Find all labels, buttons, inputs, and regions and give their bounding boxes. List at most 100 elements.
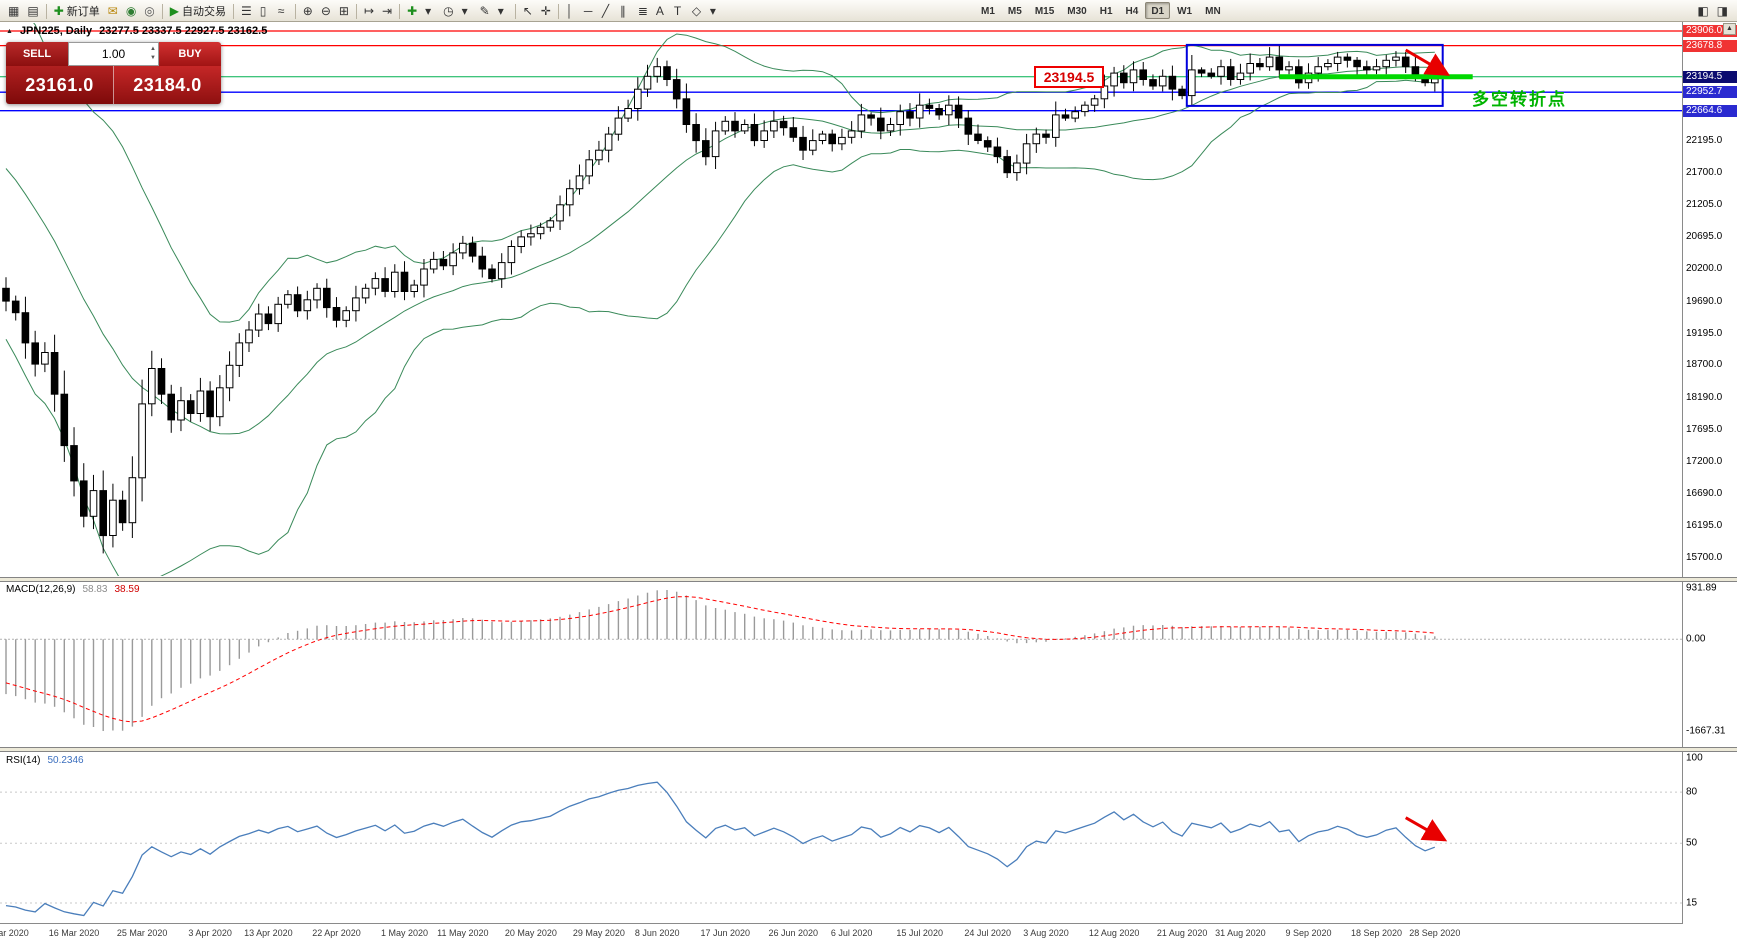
date-axis-label: 29 May 2020 bbox=[572, 928, 625, 938]
periods-dropdown-icon[interactable]: ▾ bbox=[458, 2, 476, 20]
date-axis-label: 1 May 2020 bbox=[380, 928, 429, 938]
price-level-label: 22664.6 bbox=[1683, 104, 1737, 117]
date-axis[interactable]: 5 Mar 2020 16 Mar 2020 25 Mar 2020 3 Apr 20… bbox=[0, 923, 1683, 943]
rsi-value: 50.2346 bbox=[47, 755, 84, 766]
new-order-button[interactable]: ✚ 新订单 bbox=[50, 2, 104, 20]
timeframe-h1-button[interactable]: H1 bbox=[1099, 6, 1113, 17]
macd-main-value: 58.83 bbox=[82, 584, 108, 595]
window-menu-icon[interactable]: ◨ bbox=[1713, 2, 1732, 20]
date-axis-label: 17 Jun 2020 bbox=[700, 928, 751, 938]
rsi-line bbox=[5, 781, 1436, 917]
cursor-icon[interactable]: ↖ bbox=[519, 2, 537, 20]
market-watch-icon[interactable]: ◎ bbox=[140, 2, 158, 20]
window-layout-icon[interactable]: ◧ bbox=[1693, 2, 1712, 20]
axis-divider bbox=[1682, 22, 1683, 943]
timeframe-w1-button[interactable]: W1 bbox=[1177, 6, 1193, 17]
volume-up-icon[interactable]: ▲ bbox=[150, 46, 156, 52]
text-icon[interactable]: A bbox=[652, 2, 670, 20]
news-icon[interactable]: ◉ bbox=[122, 2, 140, 20]
zoom-in-icon[interactable]: ⊕ bbox=[299, 2, 317, 20]
buy-button[interactable]: BUY bbox=[159, 42, 221, 66]
auto-scroll-icon[interactable]: ↦ bbox=[360, 2, 378, 20]
tile-windows-icon[interactable]: ⊞ bbox=[335, 2, 353, 20]
fibonacci-icon[interactable]: ≣ bbox=[634, 2, 652, 20]
price-flag-annotation[interactable]: 23194.5 bbox=[1034, 66, 1104, 88]
shapes-dropdown-icon[interactable]: ▾ bbox=[706, 2, 724, 20]
new-chart-icon[interactable]: ▦ bbox=[4, 2, 23, 20]
new-order-button-label: 新订单 bbox=[66, 6, 100, 18]
date-axis-label: 3 Aug 2020 bbox=[1023, 928, 1069, 938]
volume-down-icon[interactable]: ▼ bbox=[150, 55, 156, 61]
bollinger-middle-band bbox=[5, 66, 1435, 435]
fibonacci-icon: ≣ bbox=[637, 4, 648, 18]
line-chart-icon[interactable]: ≈ bbox=[274, 2, 292, 20]
volume-input[interactable]: 1.00 ▲ ▼ bbox=[68, 42, 159, 66]
periods-icon[interactable]: ◷ bbox=[439, 2, 457, 20]
chart-shift-icon[interactable]: ⇥ bbox=[378, 2, 396, 20]
price-level-label: 22952.7 bbox=[1683, 86, 1737, 99]
timeframe-h4-button[interactable]: H4 bbox=[1125, 6, 1139, 17]
new-order-icon: ✚ bbox=[53, 4, 64, 18]
panel-separator[interactable] bbox=[0, 577, 1737, 582]
toolbar-right-icons: ◧ ◨ bbox=[1693, 1, 1732, 21]
timeframe-d1-button[interactable]: D1 bbox=[1145, 2, 1171, 19]
date-axis-label: 15 Jul 2020 bbox=[896, 928, 943, 938]
crosshair-icon[interactable]: ✛ bbox=[537, 2, 555, 20]
shapes-icon[interactable]: ◇ bbox=[688, 2, 706, 20]
candlestick-chart-icon[interactable]: ▯ bbox=[256, 2, 274, 20]
timeframe-m1-button[interactable]: M1 bbox=[981, 6, 995, 17]
templates-icon[interactable]: ✎ bbox=[476, 2, 494, 20]
sell-price-button[interactable]: 23161.0 bbox=[6, 66, 114, 104]
auto-scroll-icon: ↦ bbox=[363, 4, 375, 18]
timeframe-mn-button[interactable]: MN bbox=[1205, 6, 1221, 17]
rsi-axis: 100 80 50 15 bbox=[1683, 0, 1737, 943]
price-axis-label: 20695.0 bbox=[1686, 231, 1723, 243]
sell-button[interactable]: SELL bbox=[6, 42, 68, 66]
indicators-dropdown-icon[interactable]: ▾ bbox=[421, 2, 439, 20]
alerts-icon[interactable]: ✉ bbox=[104, 2, 122, 20]
buy-price-button[interactable]: 23184.0 bbox=[114, 66, 221, 104]
timeframe-m15-button[interactable]: M15 bbox=[1034, 6, 1055, 17]
price-axis-label: 20200.0 bbox=[1686, 263, 1723, 274]
zoom-out-icon[interactable]: ⊖ bbox=[317, 2, 335, 20]
autotrading-button[interactable]: ▶ 自动交易 bbox=[166, 2, 230, 20]
autotrading-icon: ▶ bbox=[169, 4, 180, 18]
templates-dropdown-icon: ▾ bbox=[497, 4, 504, 18]
macd-axis-label: 0.00 bbox=[1686, 633, 1706, 645]
rsi-axis-label: 15 bbox=[1686, 897, 1698, 909]
trendline-icon: ╱ bbox=[601, 4, 610, 18]
market-watch-icon: ◎ bbox=[144, 4, 155, 18]
price-axis[interactable]: 22195.0 21700.0 21205.0 20695.0 20200.0 19690… bbox=[1683, 0, 1737, 943]
bars-chart-icon[interactable]: ☰ bbox=[237, 2, 256, 20]
panel-separator[interactable] bbox=[0, 747, 1737, 752]
date-axis-label: 22 Apr 2020 bbox=[312, 928, 361, 938]
toolbar-separator bbox=[514, 3, 516, 19]
horizontal-line-icon[interactable]: ─ bbox=[580, 2, 598, 20]
toolbar-separator bbox=[557, 3, 559, 19]
timeframe-m5-button[interactable]: M5 bbox=[1007, 6, 1022, 17]
date-axis-label: 12 Aug 2020 bbox=[1088, 928, 1140, 938]
chart-window[interactable]: ▲ JPN225, Daily 23277.5 23337.5 22927.5 … bbox=[0, 22, 1737, 943]
timeframe-m30-button[interactable]: M30 bbox=[1067, 6, 1087, 17]
symbol-title: JPN225, Daily bbox=[19, 25, 93, 37]
sell-arrow[interactable] bbox=[1404, 48, 1451, 76]
templates-dropdown-icon[interactable]: ▾ bbox=[494, 2, 512, 20]
trendline-icon[interactable]: ╱ bbox=[598, 2, 616, 20]
vertical-line-icon[interactable]: │ bbox=[562, 2, 580, 20]
indicators-icon[interactable]: ✚ bbox=[403, 2, 421, 20]
turning-point-label[interactable]: 多空转折点 bbox=[1472, 90, 1567, 109]
profiles-icon[interactable]: ▤ bbox=[23, 2, 42, 20]
rsi-sell-arrow[interactable] bbox=[1404, 816, 1448, 842]
toolbar-separator bbox=[355, 3, 357, 19]
channel-icon[interactable]: ∥ bbox=[616, 2, 634, 20]
indicators-icon: ✚ bbox=[407, 4, 418, 18]
label-icon[interactable]: T bbox=[670, 2, 688, 20]
date-axis-label: 24 Jul 2020 bbox=[964, 928, 1011, 938]
new-chart-icon: ▦ bbox=[8, 4, 20, 18]
bollinger-lower-band bbox=[5, 79, 1435, 576]
scroll-up-icon[interactable]: ▲ bbox=[1723, 23, 1736, 35]
line-chart-icon: ≈ bbox=[277, 4, 285, 18]
price-axis-label: 16195.0 bbox=[1686, 520, 1723, 532]
autotrading-button-label: 自动交易 bbox=[182, 6, 227, 18]
